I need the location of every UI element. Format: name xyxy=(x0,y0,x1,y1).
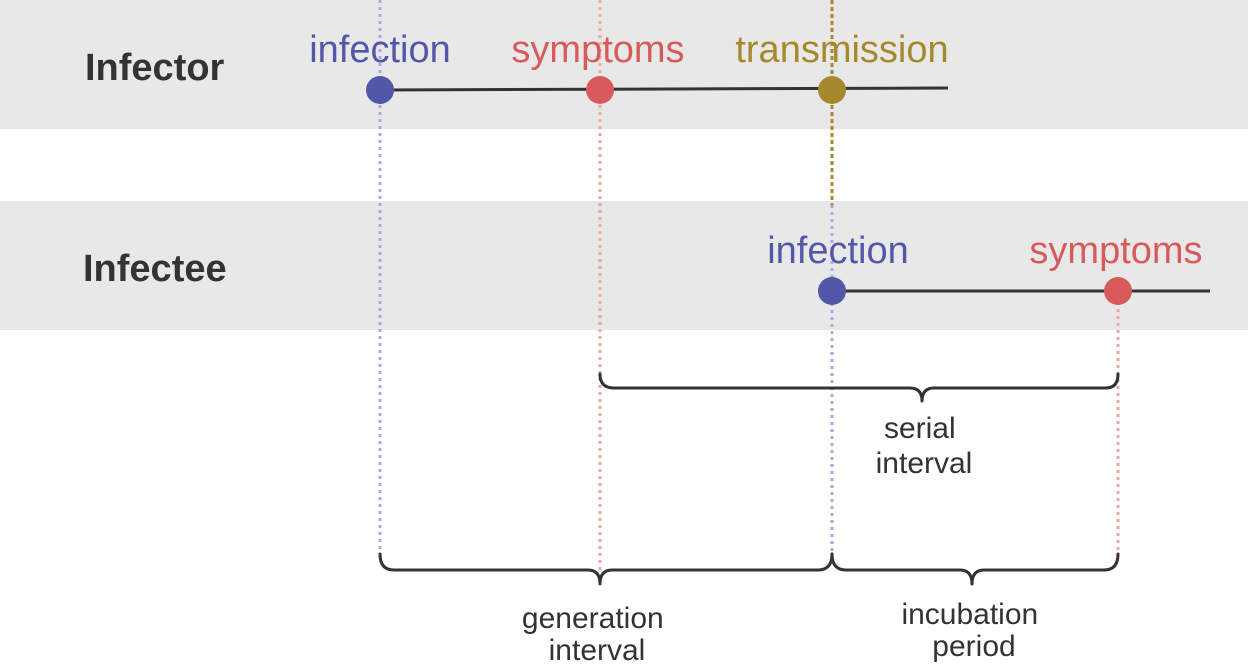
infectee-symptoms-label: symptoms xyxy=(1029,230,1202,272)
infectee-band xyxy=(0,201,1248,330)
infectee-infection-label: infection xyxy=(767,230,909,272)
incubation-period-label: incubation period xyxy=(901,598,1046,663)
infector-label: Infector xyxy=(85,47,225,89)
infector-timeline xyxy=(379,86,949,92)
serial-interval-label: serial interval xyxy=(876,412,973,480)
infectee-label: Infectee xyxy=(83,248,227,290)
infector-infection-marker xyxy=(366,76,394,104)
infector-symptoms-label: symptoms xyxy=(511,29,684,71)
infectee-infection-marker xyxy=(818,277,846,305)
infectee-symptoms-marker xyxy=(1104,277,1132,305)
infector-symptoms-marker xyxy=(586,76,614,104)
transmission-label: transmission xyxy=(735,29,948,71)
incubation-period-brace xyxy=(830,552,1120,586)
serial-interval-brace xyxy=(598,372,1120,403)
transmission-marker xyxy=(818,76,846,104)
generation-interval-label: generation interval xyxy=(522,602,672,664)
infector-band xyxy=(0,0,1248,129)
generation-interval-brace xyxy=(378,552,834,586)
infector-infection-label: infection xyxy=(309,29,451,71)
